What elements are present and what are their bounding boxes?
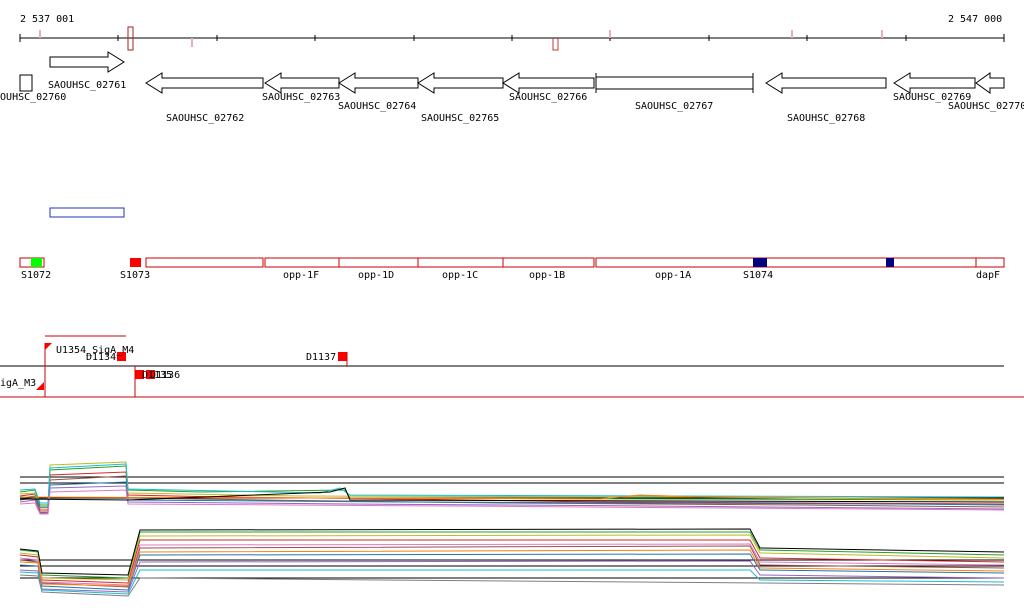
gene-shape-02760[interactable] bbox=[19, 74, 33, 92]
gene-shape-02763[interactable] bbox=[264, 72, 340, 94]
annotation-track bbox=[19, 257, 1005, 268]
gene-shape-02768[interactable] bbox=[765, 72, 887, 94]
gene-shape-02769[interactable] bbox=[893, 72, 976, 94]
gene-label-02768[interactable]: SAOUHSC_02768 bbox=[787, 113, 866, 124]
marker-d1136[interactable] bbox=[146, 370, 155, 379]
marker-s1074[interactable] bbox=[753, 258, 767, 267]
annotation-label-s1072[interactable]: S1072 bbox=[21, 270, 52, 281]
ruler-end-label: 2 547 000 bbox=[948, 14, 1003, 25]
promoter-track bbox=[0, 335, 1024, 398]
annotation-label-opp-1b[interactable]: opp-1B bbox=[529, 270, 566, 281]
gene-shape-02770[interactable] bbox=[975, 72, 1005, 94]
promoter-label-d1136[interactable]: D1136 bbox=[150, 370, 181, 381]
gene-label-02761[interactable]: SAOUHSC_02761 bbox=[48, 80, 127, 91]
annotation-label-s1073[interactable]: S1073 bbox=[120, 270, 151, 281]
annotation-label-opp-1f[interactable]: opp-1F bbox=[283, 270, 320, 281]
annotation-label-opp-1c[interactable]: opp-1C bbox=[442, 270, 479, 281]
gene-label-02765[interactable]: SAOUHSC_02765 bbox=[421, 113, 500, 124]
marker-d1134[interactable] bbox=[117, 352, 126, 361]
ruler-start-label: 2 537 001 bbox=[20, 14, 75, 25]
gene-label-02760[interactable]: SAOUHSC_02760 bbox=[0, 92, 67, 103]
promoter-label-siga-m3[interactable]: SigA_M3 bbox=[0, 378, 37, 389]
gene-label-02763[interactable]: SAOUHSC_02763 bbox=[262, 92, 341, 103]
gene-label-02769[interactable]: SAOUHSC_02769 bbox=[893, 92, 972, 103]
gene-shape-02767[interactable] bbox=[595, 73, 754, 93]
promoter-label-u1354[interactable]: U1354_SigA_M4 bbox=[56, 345, 135, 356]
coordinate-ruler bbox=[19, 26, 1005, 51]
region-box-blue[interactable] bbox=[49, 207, 125, 218]
gene-shape-02764[interactable] bbox=[338, 72, 419, 94]
annotation-label-s1074[interactable]: S1074 bbox=[743, 270, 774, 281]
gene-label-02770[interactable]: SAOUHSC_02770 bbox=[948, 101, 1024, 112]
gene-shape-02762[interactable] bbox=[145, 72, 264, 94]
gene-label-02764[interactable]: SAOUHSC_02764 bbox=[338, 101, 417, 112]
marker-d1135[interactable] bbox=[135, 370, 144, 379]
promoter-label-d1135[interactable]: D1135 bbox=[142, 370, 173, 381]
marker-navy-2[interactable] bbox=[886, 258, 894, 267]
annotation-label-opp-1d[interactable]: opp-1D bbox=[358, 270, 395, 281]
promoter-label-d1134[interactable]: D1134 bbox=[86, 352, 117, 363]
gene-track bbox=[19, 51, 1005, 94]
gene-shape-02765[interactable] bbox=[417, 72, 504, 94]
gene-shape-02766[interactable] bbox=[502, 72, 595, 94]
marker-s1073[interactable] bbox=[130, 258, 141, 267]
marker-d1137[interactable] bbox=[338, 352, 347, 361]
gene-label-02767[interactable]: SAOUHSC_02767 bbox=[635, 101, 714, 112]
annotation-label-opp-1a[interactable]: opp-1A bbox=[655, 270, 692, 281]
marker-s1072[interactable] bbox=[31, 258, 42, 267]
gene-shape-02761[interactable] bbox=[49, 51, 125, 73]
gene-label-02762[interactable]: SAOUHSC_02762 bbox=[166, 113, 245, 124]
expression-profile-bottom bbox=[19, 528, 1005, 597]
expression-profile-top bbox=[19, 461, 1005, 515]
promoter-label-d1137[interactable]: D1137 bbox=[306, 352, 337, 363]
gene-label-02766[interactable]: SAOUHSC_02766 bbox=[509, 92, 588, 103]
annotation-label-dapf[interactable]: dapF bbox=[976, 270, 1001, 281]
